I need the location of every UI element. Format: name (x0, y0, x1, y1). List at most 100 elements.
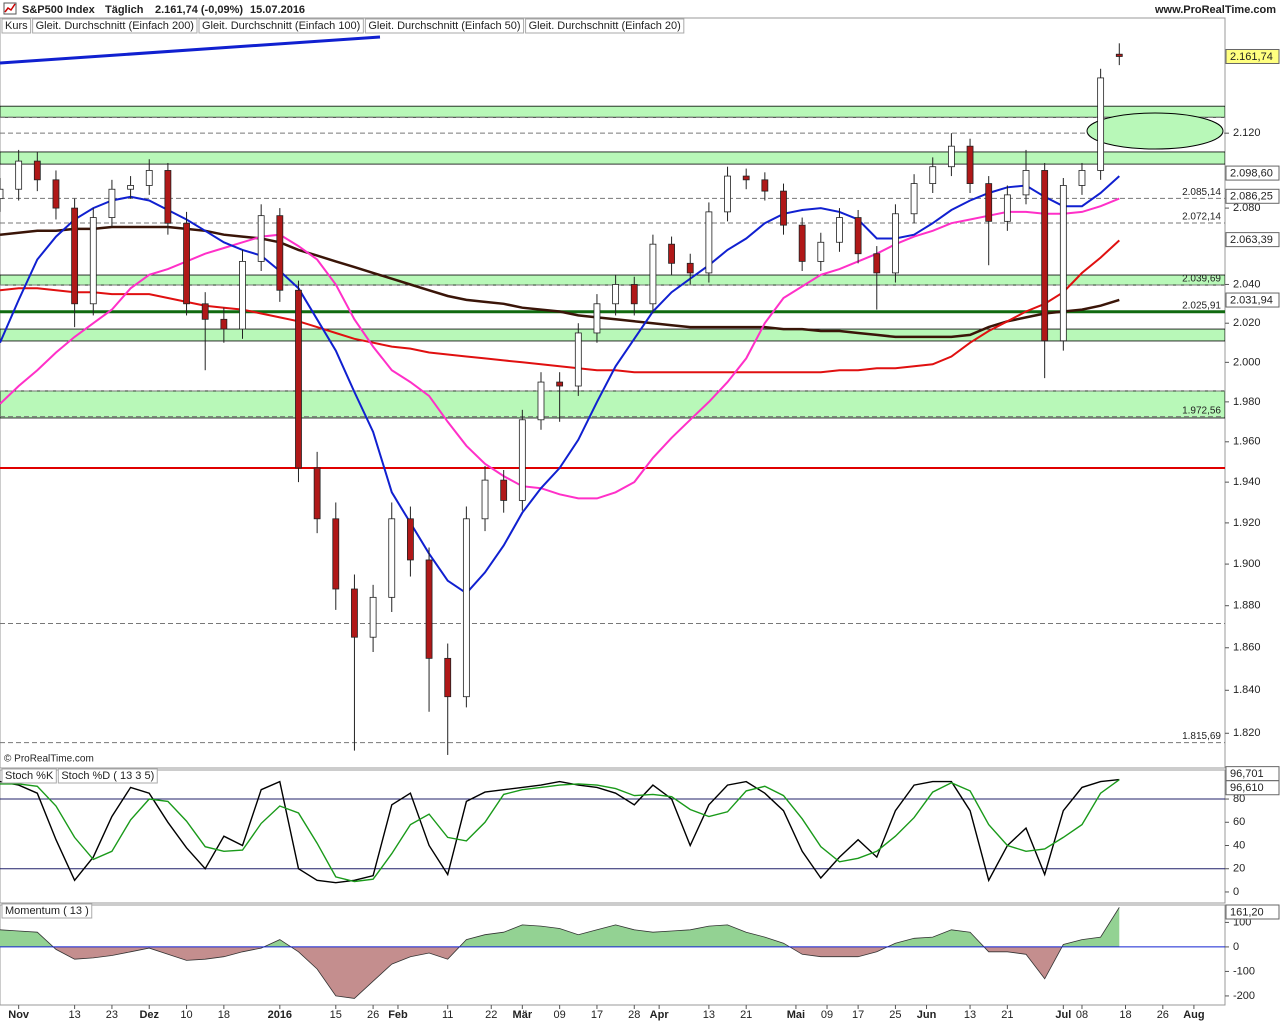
candle-body (33, 160, 41, 181)
candle-body (537, 381, 545, 421)
panel-border (0, 769, 1226, 904)
source: www.ProRealTime.com (1154, 4, 1276, 16)
x-tick-label: 13 (703, 1009, 715, 1021)
candle-body (220, 318, 228, 330)
value-box-label: 2.161,74 (1230, 51, 1273, 63)
candle-body (145, 170, 153, 186)
zone (0, 328, 1225, 342)
value-box-label: 2.098,60 (1230, 167, 1273, 179)
candle-body (127, 185, 134, 190)
legend-box (1, 768, 57, 784)
value-box-label: 2.063,39 (1230, 234, 1273, 246)
candle-body (388, 518, 396, 598)
candle-body (369, 596, 377, 638)
candle-body (929, 166, 937, 184)
x-tick-label: 13 (68, 1009, 80, 1021)
y-tick-label: -200 (1233, 990, 1255, 1002)
y-tick-label: 1.860 (1233, 642, 1261, 654)
series-line (0, 779, 1120, 883)
value-box (1225, 780, 1280, 796)
y-tick-label: 60 (1233, 816, 1245, 828)
candle-body (518, 419, 526, 501)
legend-box (32, 18, 198, 34)
legend-box (364, 18, 525, 34)
candle-body (1115, 53, 1123, 57)
candle-body (276, 215, 284, 291)
x-tick-label: 28 (628, 1009, 640, 1021)
quote: 2.161,74 (-0,09%) (155, 4, 243, 16)
candle-body (257, 215, 265, 262)
candle-body (705, 211, 713, 274)
candle-body (686, 262, 694, 274)
legend-entry: Gleit. Durchschnitt (Einfach 100) (202, 20, 360, 32)
zone (0, 105, 1225, 118)
candle-body (854, 217, 862, 255)
x-tick-label: Jul (1055, 1009, 1071, 1021)
candle-body (947, 145, 955, 168)
candle-body (108, 188, 116, 218)
legend-box (1, 18, 32, 34)
candle-body (481, 479, 489, 520)
candle-body (351, 588, 358, 638)
candle-body (1078, 170, 1086, 186)
y-tick-label: 2.020 (1233, 317, 1261, 329)
y-tick-label: 1.880 (1233, 600, 1261, 612)
candle-body (817, 241, 825, 262)
x-tick-label: 23 (106, 1009, 118, 1021)
series-line (0, 907, 1120, 999)
value-box (1225, 48, 1280, 64)
candle-body (668, 243, 675, 264)
x-tick-label: 11 (442, 1009, 453, 1021)
candle-body (1041, 170, 1049, 342)
candle-body (780, 190, 787, 226)
y-tick-label: 1.840 (1233, 684, 1261, 696)
x-tick-label: 21 (1001, 1009, 1013, 1021)
y-tick-label: 2.000 (1233, 356, 1261, 368)
candle-body (500, 479, 508, 501)
x-tick-label: Jun (917, 1009, 937, 1021)
legend-entry: Gleit. Durchschnitt (Einfach 50) (368, 20, 520, 32)
x-tick-label: 22 (485, 1009, 497, 1021)
x-tick-label: Apr (650, 1009, 670, 1021)
candle-body (724, 175, 731, 213)
candle-body (892, 213, 899, 274)
candle-body (239, 260, 246, 330)
x-tick-label: Feb (388, 1009, 408, 1021)
candle-body (556, 381, 564, 387)
series-line (0, 778, 1120, 884)
legend-entry: Stoch %K (5, 770, 54, 782)
y-tick-label: 20 (1233, 863, 1245, 875)
x-tick-label: 25 (889, 1009, 901, 1021)
x-tick-label: 15 (330, 1009, 342, 1021)
candle-body (761, 179, 769, 192)
y-tick-label: 2.080 (1233, 202, 1261, 214)
zone (0, 151, 1225, 165)
copyright: © ProRealTime.com (4, 754, 94, 765)
x-tick-label: 26 (367, 1009, 379, 1021)
legend-entry: Stoch %D ( 13 3 5) (61, 770, 154, 782)
x-tick-label: 17 (852, 1009, 864, 1021)
candle-body (1003, 194, 1011, 222)
candle-body (873, 253, 881, 274)
y-tick-label: 0 (1233, 941, 1239, 953)
x-tick-label: 26 (1157, 1009, 1169, 1021)
legend-box (525, 18, 685, 34)
candle-body (332, 518, 340, 590)
candle-body (985, 183, 993, 222)
value-box-label: 96,701 (1230, 768, 1264, 780)
x-tick-label: 08 (1076, 1009, 1088, 1021)
legend-box (1, 903, 93, 919)
zone (0, 390, 1225, 419)
candle-body (836, 217, 843, 243)
y-tick-label: 80 (1233, 793, 1245, 805)
candle-body (649, 243, 657, 305)
candle-body (630, 284, 638, 305)
value-box (1225, 292, 1280, 308)
candle-body (574, 332, 582, 387)
value-box-label: 2.031,94 (1230, 294, 1273, 306)
candle-body (15, 160, 23, 190)
chart-title: S&P500 Index (22, 4, 96, 16)
candle-body (164, 170, 172, 224)
legend-box (57, 768, 158, 784)
